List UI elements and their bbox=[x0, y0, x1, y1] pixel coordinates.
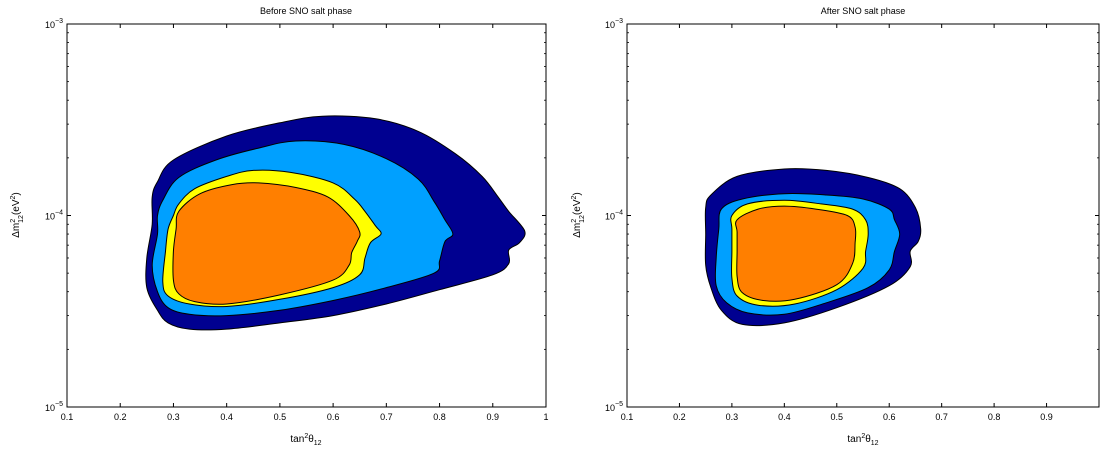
axis-ticks: 0.1 0.2 0.3 0.4 0.5 0.6 0.7 0.8 0.9 10−5 10−4 10−3 bbox=[605, 18, 1100, 422]
axis-ticks: 0.1 0.2 0.3 0.4 0.5 0.6 0.7 0.8 0.9 1 10−5 10−4 10−3 bbox=[45, 18, 549, 422]
x-tick-label: 0.3 bbox=[726, 412, 739, 422]
x-tick-label: 0.9 bbox=[1040, 412, 1053, 422]
y-tick-label: 10−4 bbox=[605, 210, 623, 222]
contour-region-4 bbox=[735, 205, 857, 302]
y-axis-label: Δm212(eV2) bbox=[571, 192, 586, 238]
y-axis-label: Δm212(eV2) bbox=[10, 192, 25, 238]
x-tick-label: 0.5 bbox=[274, 412, 287, 422]
panel-before: Before SNO salt phase 0.1 0.2 0.3 0.4 0.5 0.6… bbox=[10, 6, 549, 447]
contour-regions bbox=[704, 168, 922, 327]
x-tick-label: 0.1 bbox=[621, 412, 634, 422]
x-tick-label: 1 bbox=[543, 412, 548, 422]
x-tick-label: 0.8 bbox=[988, 412, 1001, 422]
y-tick-label: 10−4 bbox=[45, 210, 63, 222]
x-tick-label: 0.4 bbox=[220, 412, 233, 422]
y-tick-label: 10−5 bbox=[605, 401, 623, 413]
x-tick-label: 0.6 bbox=[883, 412, 896, 422]
chart-title: Before SNO salt phase bbox=[260, 6, 352, 16]
x-tick-label: 0.8 bbox=[433, 412, 446, 422]
x-axis-label: tan2θ12 bbox=[290, 433, 321, 447]
x-axis-label: tan2θ12 bbox=[847, 433, 878, 447]
x-tick-label: 0.9 bbox=[487, 412, 500, 422]
x-tick-label: 0.2 bbox=[673, 412, 686, 422]
x-tick-label: 0.6 bbox=[327, 412, 340, 422]
panel-after: After SNO salt phase 0.1 0.2 0.3 0.4 0.5 0.6 0… bbox=[571, 6, 1100, 447]
x-tick-label: 0.4 bbox=[778, 412, 791, 422]
contour-region-4 bbox=[172, 182, 361, 305]
y-tick-label: 10−3 bbox=[45, 18, 63, 30]
y-tick-label: 10−5 bbox=[45, 401, 63, 413]
chart-title: After SNO salt phase bbox=[821, 6, 906, 16]
x-tick-label: 0.7 bbox=[380, 412, 393, 422]
x-tick-label: 0.2 bbox=[114, 412, 127, 422]
x-tick-label: 0.1 bbox=[61, 412, 74, 422]
x-tick-label: 0.5 bbox=[831, 412, 844, 422]
y-tick-label: 10−3 bbox=[605, 18, 623, 30]
x-tick-label: 0.3 bbox=[167, 412, 180, 422]
x-tick-label: 0.7 bbox=[935, 412, 948, 422]
contour-regions bbox=[145, 115, 526, 331]
